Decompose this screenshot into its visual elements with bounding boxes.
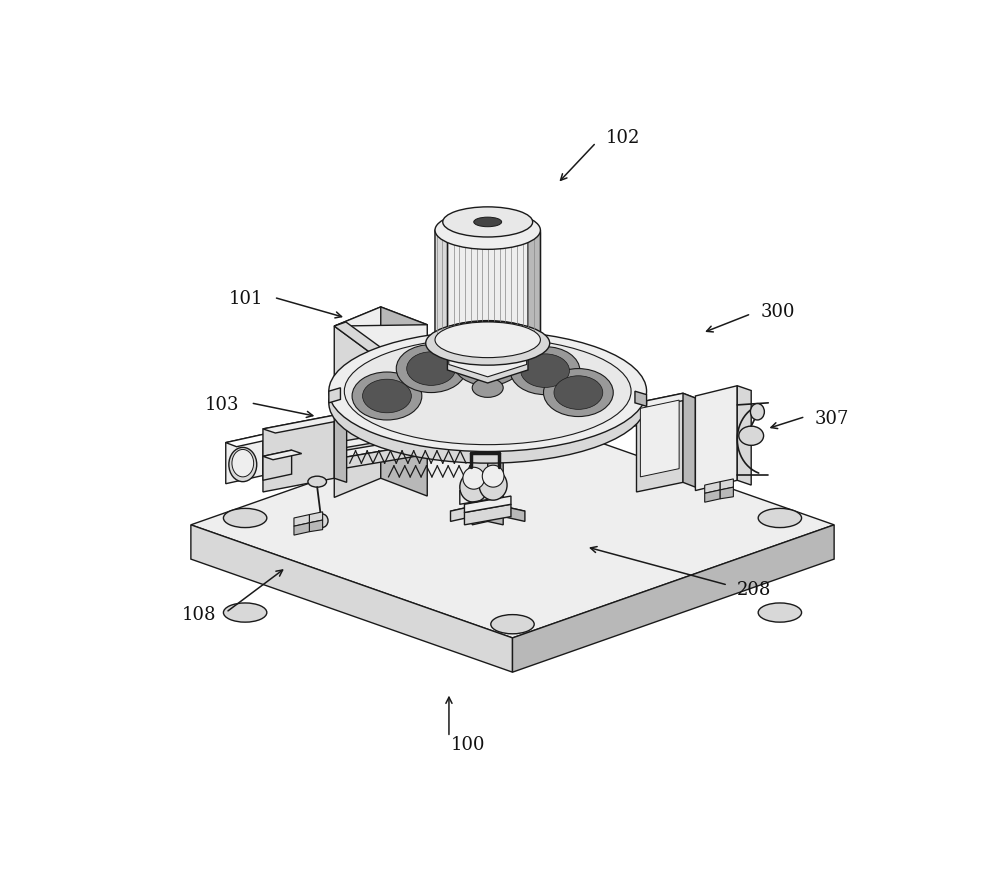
Ellipse shape: [453, 337, 523, 385]
Polygon shape: [449, 328, 527, 376]
Ellipse shape: [443, 206, 533, 237]
Polygon shape: [334, 429, 472, 459]
Polygon shape: [447, 331, 528, 383]
Polygon shape: [435, 231, 540, 340]
Ellipse shape: [363, 379, 411, 413]
Text: 103: 103: [205, 396, 240, 414]
Ellipse shape: [426, 321, 550, 365]
Polygon shape: [334, 307, 427, 344]
Ellipse shape: [232, 449, 254, 477]
Polygon shape: [637, 393, 695, 408]
Polygon shape: [705, 490, 720, 502]
Polygon shape: [191, 525, 512, 672]
Polygon shape: [334, 436, 472, 470]
Ellipse shape: [739, 426, 764, 445]
Polygon shape: [191, 412, 834, 638]
Polygon shape: [294, 522, 309, 535]
Ellipse shape: [316, 514, 328, 528]
Ellipse shape: [479, 470, 507, 500]
Polygon shape: [683, 393, 695, 487]
Polygon shape: [472, 377, 488, 525]
Ellipse shape: [474, 217, 502, 227]
Polygon shape: [637, 393, 683, 492]
Polygon shape: [309, 512, 323, 522]
Ellipse shape: [308, 476, 326, 487]
Text: 307: 307: [815, 409, 849, 427]
Polygon shape: [309, 520, 323, 531]
Polygon shape: [329, 388, 340, 403]
Polygon shape: [512, 525, 834, 672]
Polygon shape: [263, 450, 302, 460]
Ellipse shape: [750, 403, 764, 420]
Polygon shape: [635, 392, 647, 406]
Ellipse shape: [344, 337, 631, 445]
Ellipse shape: [482, 465, 504, 487]
Polygon shape: [334, 415, 347, 482]
Polygon shape: [464, 496, 511, 513]
Polygon shape: [488, 377, 503, 525]
Polygon shape: [381, 307, 427, 496]
Ellipse shape: [758, 603, 802, 622]
Polygon shape: [334, 325, 427, 394]
Ellipse shape: [510, 346, 580, 394]
Text: 108: 108: [182, 606, 216, 624]
Polygon shape: [226, 434, 263, 483]
Ellipse shape: [521, 354, 569, 387]
Polygon shape: [720, 479, 733, 490]
Ellipse shape: [460, 472, 488, 502]
Polygon shape: [450, 503, 525, 520]
Ellipse shape: [758, 508, 802, 528]
Text: 208: 208: [737, 581, 772, 599]
Polygon shape: [720, 487, 733, 498]
Text: 100: 100: [450, 737, 485, 755]
Polygon shape: [263, 415, 347, 433]
Polygon shape: [294, 514, 309, 526]
Ellipse shape: [223, 603, 267, 622]
Ellipse shape: [396, 344, 466, 392]
Ellipse shape: [329, 343, 647, 463]
Polygon shape: [263, 415, 334, 492]
Polygon shape: [640, 400, 679, 477]
Polygon shape: [334, 322, 439, 394]
Polygon shape: [435, 228, 447, 340]
Polygon shape: [503, 414, 652, 445]
Ellipse shape: [435, 320, 540, 359]
Polygon shape: [263, 450, 292, 481]
Ellipse shape: [554, 376, 603, 409]
Ellipse shape: [463, 345, 512, 378]
Ellipse shape: [472, 378, 503, 397]
Text: 300: 300: [761, 303, 795, 321]
Polygon shape: [464, 505, 511, 525]
Polygon shape: [695, 385, 737, 490]
Polygon shape: [226, 434, 274, 447]
Ellipse shape: [352, 372, 422, 420]
Polygon shape: [488, 503, 525, 522]
Ellipse shape: [407, 352, 456, 385]
Ellipse shape: [229, 448, 257, 481]
Polygon shape: [450, 503, 488, 522]
Ellipse shape: [435, 211, 540, 249]
Polygon shape: [334, 419, 472, 449]
Ellipse shape: [463, 467, 485, 490]
Ellipse shape: [435, 322, 540, 358]
Polygon shape: [705, 481, 720, 493]
Text: 102: 102: [606, 129, 640, 147]
Polygon shape: [737, 385, 751, 485]
Polygon shape: [334, 307, 381, 498]
Ellipse shape: [491, 615, 534, 634]
Ellipse shape: [329, 331, 647, 451]
Ellipse shape: [223, 508, 267, 528]
Ellipse shape: [544, 368, 613, 417]
Text: 101: 101: [228, 289, 263, 308]
Polygon shape: [528, 231, 540, 343]
Polygon shape: [503, 407, 652, 436]
